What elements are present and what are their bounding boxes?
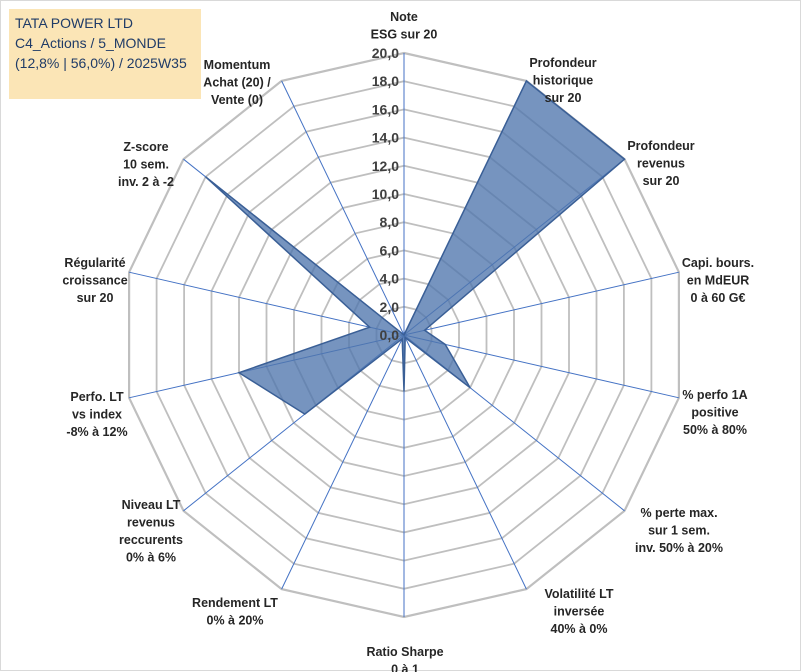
axis-spoke [403,334,527,590]
axis-label-line: 0% à 20% [207,613,264,627]
axis-spoke [403,271,680,336]
radar-series [205,79,626,416]
radar-tick-labels: 0,0 2,0 4,0 6,0 8,0 10,0 12,0 14,0 16,0 18,0 20,0 [372,45,399,343]
tick-label: 10,0 [372,186,399,202]
axis-label-line: Momentum [204,58,271,72]
title-company: TATA POWER LTD [15,15,133,31]
series-area [205,79,626,416]
axis-label-line: Régularité [64,256,125,270]
axis-label-line: 0% à 6% [126,550,176,564]
axis-label-line: Profondeur [529,56,596,70]
axis-label: Note ESG sur 20 [371,10,438,42]
tick-label: 4,0 [380,271,400,287]
axis-label: Ratio Sharpe 0 à 1 [366,645,443,672]
axis-label: Rendement LT 0% à 20% [192,596,278,628]
axis-label: % perfo 1A positive 50% à 80% [682,388,747,437]
axis-label-line: 0 à 1 [391,662,419,672]
tick-label: 0,0 [380,327,400,343]
axis-spoke [281,334,405,590]
tick-label: 20,0 [372,45,399,61]
axis-label-line: 50% à 80% [683,423,747,437]
axis-label-line: -8% à 12% [66,425,127,439]
axis-label-line: revenus [637,156,685,170]
chart-title-box: TATA POWER LTD C4_Actions / 5_MONDE (12,… [9,9,201,99]
axis-label-line: sur 1 sem. [648,523,710,537]
radar-axis-labels: Note ESG sur 20 Profondeur historique sur 20… [62,10,754,672]
axis-label-line: Profondeur [627,139,694,153]
tick-label: 14,0 [372,130,399,146]
axis-label-line: positive [691,405,738,419]
axis-label: Régularité croissance sur 20 [62,256,127,305]
axis-label: Perfo. LT vs index -8% à 12% [66,390,127,439]
axis-label-line: reccurents [119,533,183,547]
axis-label-line: revenus [127,515,175,529]
axis-label-line: en MdEUR [687,273,750,287]
axis-label: Niveau LT revenus reccurents 0% à 6% [119,498,183,565]
axis-label: % perte max. sur 1 sem. inv. 50% à 20% [635,506,723,555]
title-period: (12,8% | 56,0%) / 2025W35 [15,55,187,71]
axis-label-line: 10 sem. [123,157,169,171]
axis-label-line: inv. 2 à -2 [118,175,174,189]
axis-label-line: sur 20 [643,174,680,188]
tick-label: 2,0 [380,299,400,315]
tick-label: 12,0 [372,158,399,174]
axis-label: Z-score 10 sem. inv. 2 à -2 [118,140,174,189]
title-category: C4_Actions / 5_MONDE [15,35,166,51]
axis-label-line: Rendement LT [192,596,278,610]
axis-label: Capi. bours. en MdEUR 0 à 60 G€ [682,256,754,305]
axis-label-line: % perfo 1A [682,388,747,402]
axis-label-line: Vente (0) [211,93,263,107]
axis-label-line: Ratio Sharpe [366,645,443,659]
axis-label: Profondeur revenus sur 20 [627,139,694,188]
axis-label-line: vs index [72,407,122,421]
tick-label: 16,0 [372,101,399,117]
axis-spoke [281,80,405,336]
axis-label-line: croissance [62,273,127,287]
axis-label-line: Z-score [123,140,168,154]
axis-label-line: inv. 50% à 20% [635,541,723,555]
axis-label-line: 0 à 60 G€ [691,291,746,305]
axis-label-line: Note [390,10,418,24]
axis-label-line: Capi. bours. [682,256,754,270]
tick-label: 18,0 [372,73,399,89]
axis-label: Momentum Achat (20) / Vente (0) [203,58,271,107]
axis-label-line: ESG sur 20 [371,27,438,41]
tick-label: 8,0 [380,214,400,230]
axis-label: Volatilité LT inversée 40% à 0% [545,587,614,636]
axis-label: Profondeur historique sur 20 [529,56,596,105]
axis-label-line: Achat (20) / [203,75,271,89]
axis-label-line: Perfo. LT [70,390,124,404]
axis-label-line: historique [533,73,593,87]
tick-label: 6,0 [380,242,400,258]
axis-label-line: inversée [554,604,605,618]
axis-label-line: sur 20 [545,91,582,105]
axis-label-line: Volatilité LT [545,587,614,601]
axis-label-line: sur 20 [77,291,114,305]
axis-label-line: 40% à 0% [551,622,608,636]
axis-label-line: % perte max. [640,506,717,520]
axis-label-line: Niveau LT [122,498,181,512]
axis-spoke [128,271,405,336]
axis-spoke [403,334,680,399]
